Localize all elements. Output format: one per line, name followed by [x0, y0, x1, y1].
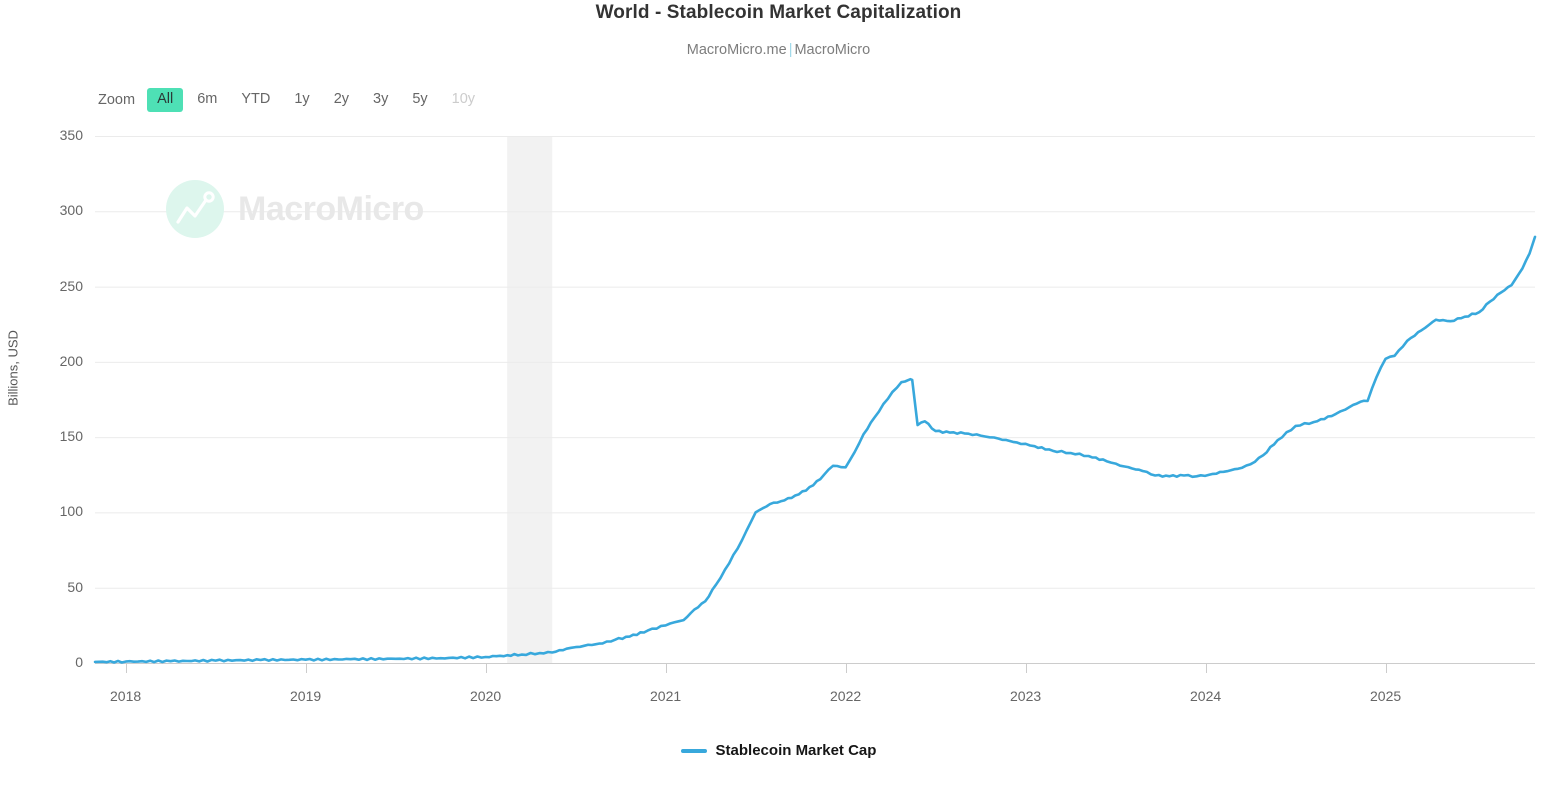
- range-button-ytd[interactable]: YTD: [241, 91, 271, 108]
- legend-item-stablecoin-market-cap[interactable]: Stablecoin Market Cap: [680, 742, 877, 759]
- zoom-label: Zoom: [98, 92, 136, 108]
- y-tick-label: 150: [59, 428, 83, 445]
- chart-subtitle: MacroMicro.me | MacroMicro: [0, 42, 1557, 58]
- range-button-6m[interactable]: 6m: [197, 91, 218, 108]
- range-selector: Zoom All 6m YTD 1y 2y 3y 5y 10y: [98, 86, 489, 114]
- x-tick-label: 2019: [290, 688, 322, 704]
- chart-legend: Stablecoin Market Cap: [0, 742, 1557, 759]
- y-tick-label: 50: [67, 578, 83, 595]
- legend-item-label: Stablecoin Market Cap: [715, 742, 877, 759]
- subtitle-publisher: MacroMicro: [794, 42, 871, 58]
- x-tick-label: 2025: [1370, 688, 1402, 704]
- range-button-10y: 10y: [451, 91, 476, 108]
- legend-line-swatch: [680, 748, 707, 753]
- x-tick-label: 2022: [830, 688, 862, 704]
- subtitle-separator: |: [788, 42, 793, 58]
- range-button-2y[interactable]: 2y: [333, 91, 350, 108]
- y-tick-label: 100: [59, 503, 83, 520]
- x-tick-label: 2023: [1010, 688, 1042, 704]
- y-tick-label: 250: [59, 277, 83, 294]
- shaded-band: [507, 136, 553, 663]
- subtitle-source: MacroMicro.me: [686, 42, 787, 58]
- y-tick-label: 350: [59, 127, 83, 143]
- page-title: World - Stablecoin Market Capitalization: [595, 2, 962, 23]
- series-line-stablecoin-market-cap[interactable]: [93, 235, 1537, 664]
- x-tick-label: 2024: [1190, 688, 1222, 704]
- x-tick-label: 2020: [470, 688, 502, 704]
- range-button-1y[interactable]: 1y: [294, 91, 310, 108]
- range-button-5y[interactable]: 5y: [412, 91, 428, 108]
- x-tick-label: 2021: [650, 688, 682, 704]
- y-tick-label: 200: [59, 352, 83, 369]
- x-tick-label: 2018: [110, 688, 142, 704]
- range-button-3y[interactable]: 3y: [373, 91, 389, 108]
- y-tick-label: 0: [75, 654, 83, 670]
- y-tick-label: 300: [59, 202, 83, 219]
- range-button-all[interactable]: All: [147, 88, 184, 112]
